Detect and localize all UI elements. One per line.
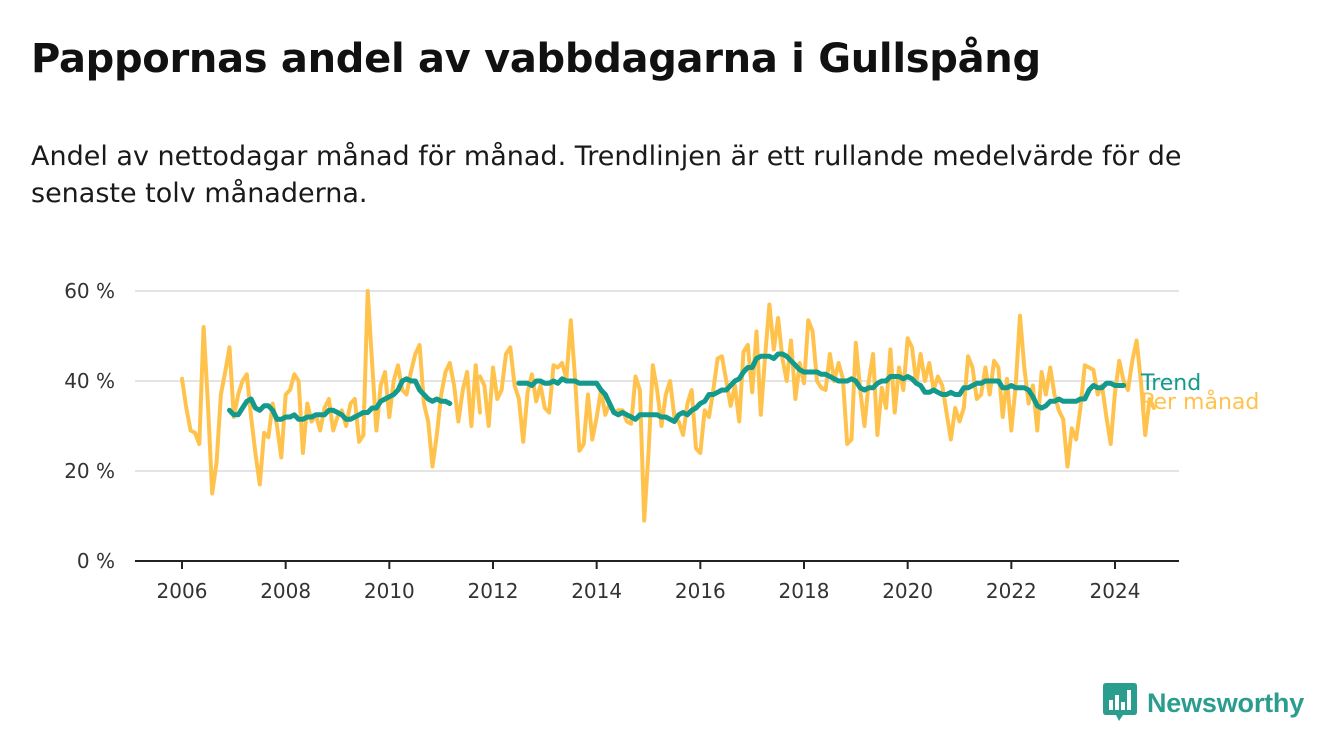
series-line-per-m-nad <box>180 289 482 496</box>
x-tick-label: 2008 <box>260 579 311 603</box>
series-label-trend: Trend <box>1140 371 1201 396</box>
series-line-trend <box>516 351 1127 424</box>
x-axis: 0 % 20 % 40 % 60 % 2006 2008 2010 2012 2014 2016 2… <box>64 279 1179 603</box>
x-tick-label: 2012 <box>468 579 519 603</box>
series-line-per-m-nad <box>478 302 1156 523</box>
x-tick-label: 2014 <box>571 579 622 603</box>
y-tick-label: 0 % <box>77 549 115 573</box>
y-tick-label: 60 % <box>64 279 115 303</box>
brand-name: Newsworthy <box>1147 687 1305 718</box>
x-tick-label: 2010 <box>364 579 415 603</box>
x-tick-label: 2022 <box>986 579 1037 603</box>
chart-subtitle: Andel av nettodagar månad för månad. Tre… <box>31 141 1182 209</box>
series-lines <box>180 289 1156 523</box>
y-tick-label: 40 % <box>64 369 115 393</box>
x-tick-label: 2024 <box>1090 579 1141 603</box>
x-tick-label: 2018 <box>779 579 830 603</box>
x-tick-label: 2016 <box>675 579 726 603</box>
series-label-per-manad: Per månad <box>1141 389 1259 415</box>
series-line-trend <box>227 376 453 422</box>
bar-chart-speech-bubble-icon <box>1103 683 1137 721</box>
x-tick-label: 2006 <box>157 579 208 603</box>
newsworthy-logo: Newsworthy <box>1103 683 1304 723</box>
chart-title: Pappornas andel av vabbdagarna i Gullspå… <box>31 36 1041 82</box>
x-tick-label: 2020 <box>882 579 933 603</box>
y-tick-label: 20 % <box>64 459 115 483</box>
